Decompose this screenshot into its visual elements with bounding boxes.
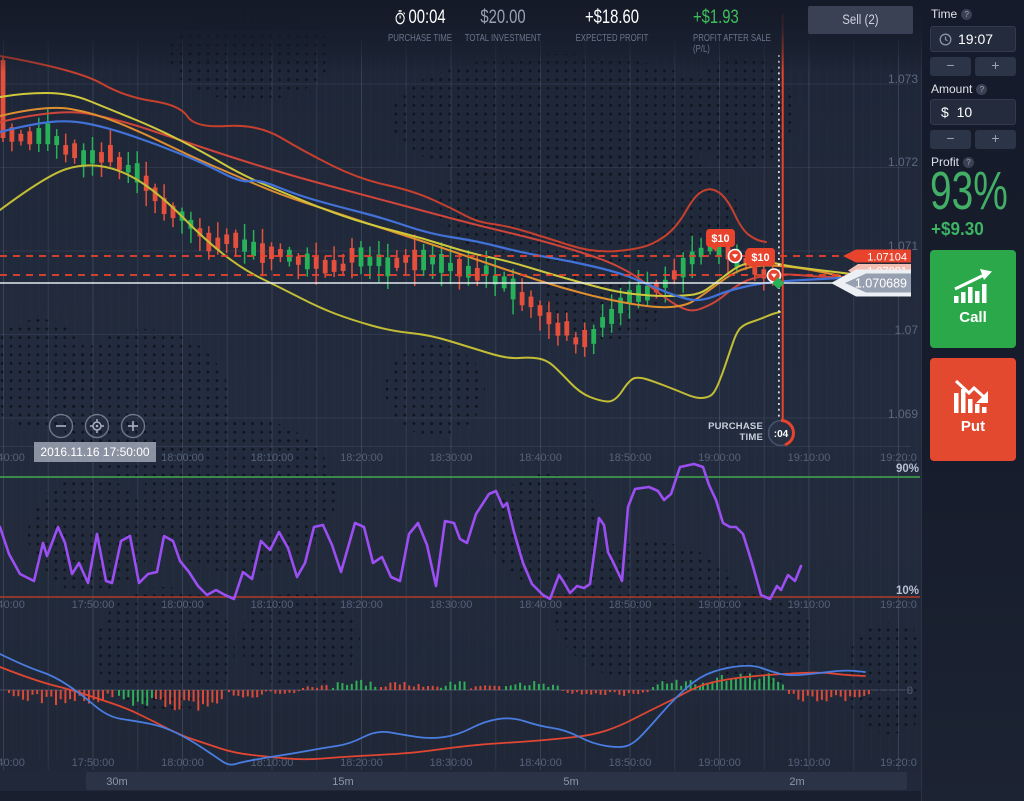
svg-text:17:40:00: 17:40:00: [0, 452, 25, 464]
svg-text:17:40:00: 17:40:00: [0, 599, 25, 611]
svg-text:90%: 90%: [896, 463, 919, 475]
svg-text:18:50:00: 18:50:00: [609, 599, 652, 611]
svg-text:18:20:00: 18:20:00: [340, 599, 383, 611]
svg-text:18:10:00: 18:10:00: [251, 452, 294, 464]
svg-text:19:20:0: 19:20:0: [880, 452, 917, 464]
svg-text:18:00:00: 18:00:00: [161, 599, 204, 611]
svg-text:PURCHASE: PURCHASE: [708, 421, 763, 432]
svg-text:19:10:00: 19:10:00: [788, 599, 831, 611]
svg-text:2016.11.16 17:50:00: 2016.11.16 17:50:00: [40, 445, 150, 459]
svg-text::04: :04: [774, 429, 789, 440]
svg-text:18:30:00: 18:30:00: [430, 452, 473, 464]
svg-text:18:20:00: 18:20:00: [340, 757, 383, 769]
svg-text:19:00:00: 19:00:00: [698, 757, 741, 769]
svg-text:18:30:00: 18:30:00: [430, 599, 473, 611]
svg-text:10%: 10%: [896, 585, 919, 597]
svg-text:2m: 2m: [789, 776, 804, 788]
svg-text:18:00:00: 18:00:00: [161, 452, 204, 464]
svg-text:1.07: 1.07: [895, 323, 919, 337]
svg-text:1.069: 1.069: [888, 407, 918, 421]
svg-text:18:50:00: 18:50:00: [609, 757, 652, 769]
svg-text:19:00:00: 19:00:00: [698, 452, 741, 464]
svg-text:17:40:00: 17:40:00: [0, 757, 25, 769]
svg-text:18:40:00: 18:40:00: [519, 757, 562, 769]
svg-text:19:20:0: 19:20:0: [880, 757, 917, 769]
svg-text:18:00:00: 18:00:00: [161, 757, 204, 769]
svg-text:18:10:00: 18:10:00: [251, 599, 294, 611]
svg-text:30m: 30m: [106, 776, 127, 788]
svg-text:18:30:00: 18:30:00: [430, 757, 473, 769]
svg-text:0: 0: [907, 685, 913, 697]
svg-text:$10: $10: [711, 233, 729, 245]
svg-text:17:50:00: 17:50:00: [72, 599, 115, 611]
svg-text:18:10:00: 18:10:00: [251, 757, 294, 769]
svg-text:1.073: 1.073: [888, 72, 918, 86]
svg-text:19:00:00: 19:00:00: [698, 599, 741, 611]
svg-text:18:40:00: 18:40:00: [519, 599, 562, 611]
svg-text:18:50:00: 18:50:00: [609, 452, 652, 464]
svg-text:1.072: 1.072: [888, 155, 918, 169]
svg-text:TIME: TIME: [740, 432, 764, 443]
svg-text:19:10:00: 19:10:00: [788, 452, 831, 464]
svg-text:19:20:0: 19:20:0: [880, 599, 917, 611]
svg-text:18:40:00: 18:40:00: [519, 452, 562, 464]
svg-text:5m: 5m: [563, 776, 578, 788]
svg-text:19:10:00: 19:10:00: [788, 757, 831, 769]
svg-text:$10: $10: [751, 252, 769, 264]
svg-text:15m: 15m: [332, 776, 353, 788]
svg-text:18:20:00: 18:20:00: [340, 452, 383, 464]
svg-text:1.070689: 1.070689: [855, 277, 907, 291]
svg-text:1.07104: 1.07104: [867, 252, 907, 264]
svg-text:17:50:00: 17:50:00: [72, 757, 115, 769]
